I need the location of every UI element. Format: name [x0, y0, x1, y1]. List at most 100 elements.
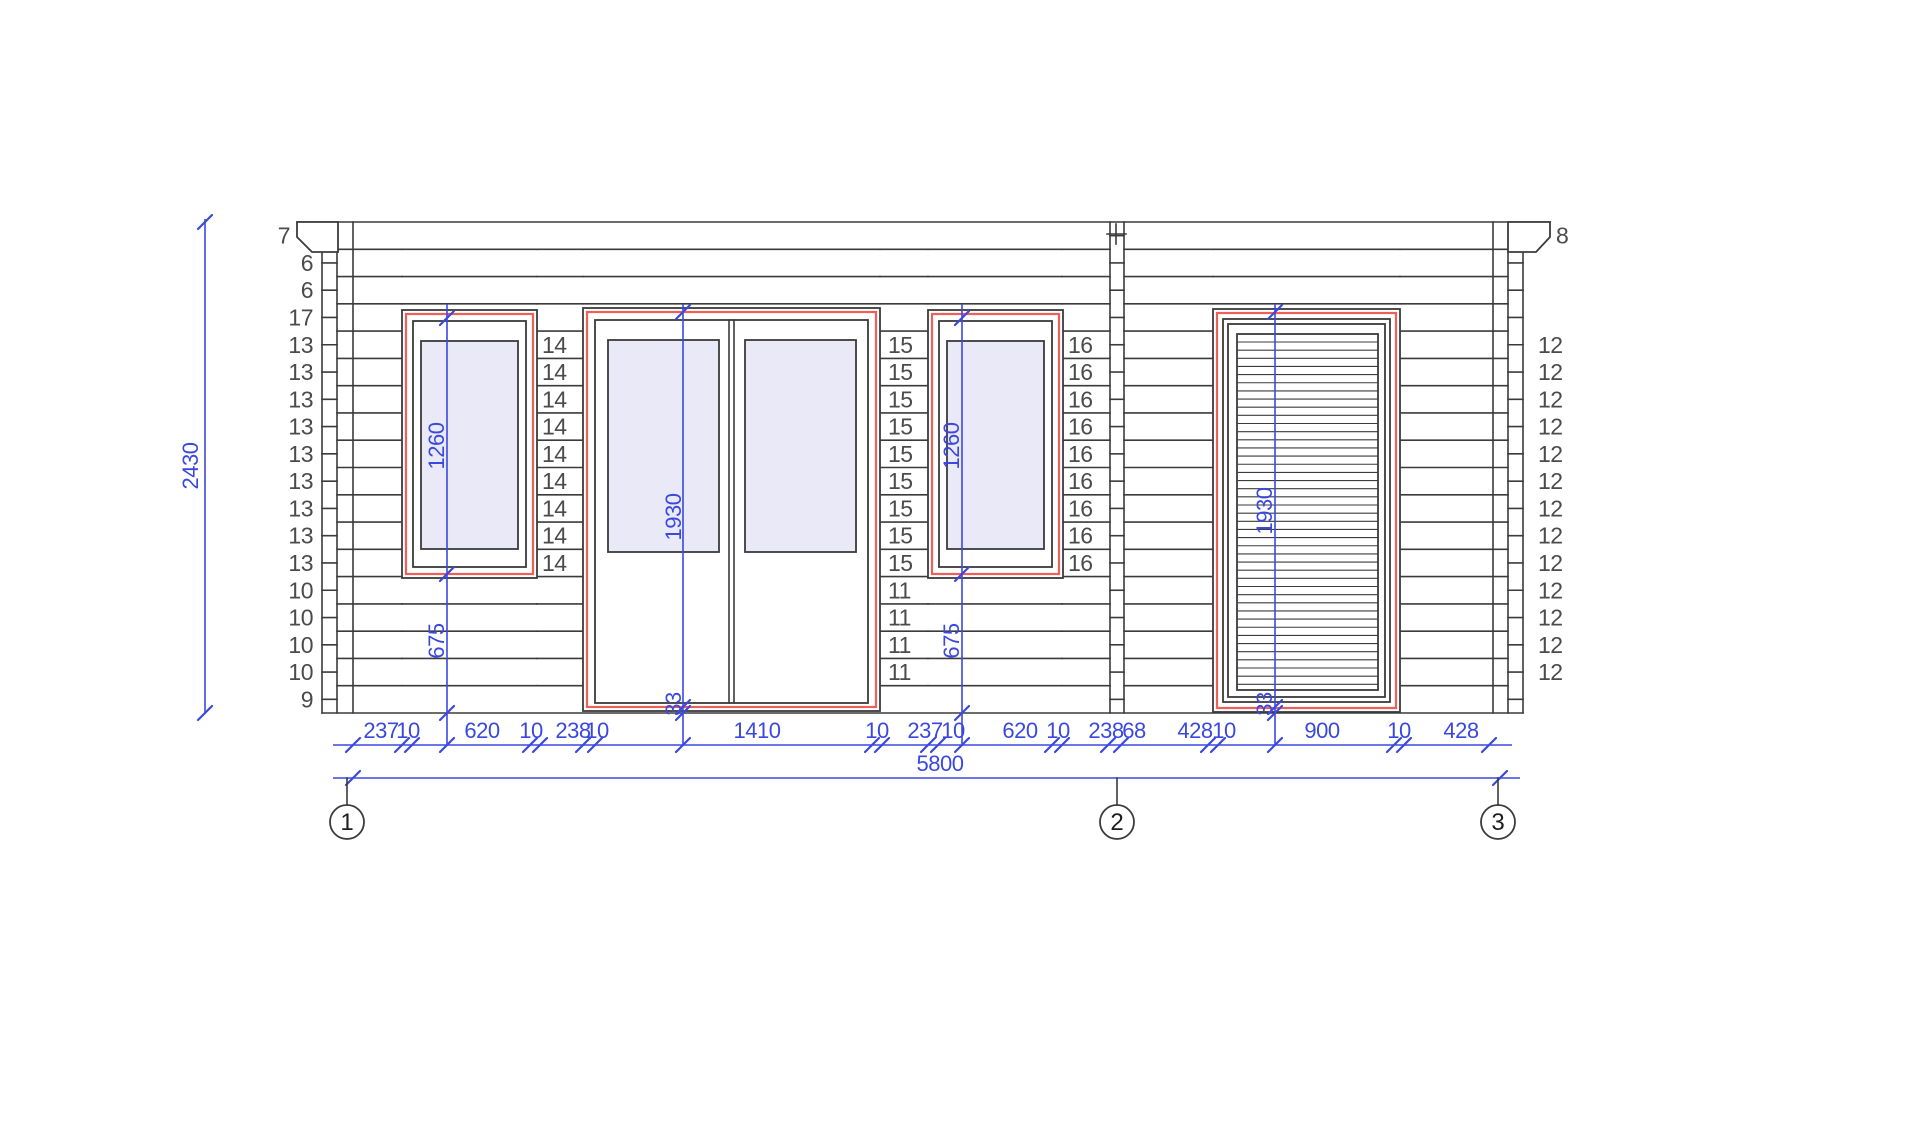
log-number-label: 15 — [888, 523, 913, 549]
log-number-label: 8 — [1556, 223, 1568, 249]
log-number-label: 13 — [288, 414, 313, 440]
bottom-dimension-label: 68 — [1122, 718, 1146, 743]
bottom-dimension-label: 238 — [1088, 718, 1123, 743]
bottom-dimension-label: 10 — [519, 718, 543, 743]
vertical-dimension-label: 1260 — [939, 422, 964, 469]
log-number-label: 12 — [1538, 632, 1563, 658]
log-number-label: 15 — [888, 332, 913, 358]
log-number-label: 13 — [288, 332, 313, 358]
vertical-dimension-label: 1260 — [424, 422, 449, 469]
bottom-dimension-label: 237 — [907, 718, 942, 743]
log-number-label: 12 — [1538, 386, 1563, 412]
vertical-dimension-label: 33 — [661, 692, 686, 716]
log-number-label: 11 — [888, 577, 911, 603]
log-number-label: 14 — [542, 550, 567, 576]
log-number-label: 16 — [1068, 550, 1093, 576]
log-number-label: 15 — [888, 414, 913, 440]
grid-axis-label: 2 — [1110, 809, 1123, 836]
log-number-label: 7 — [278, 223, 290, 249]
bottom-dimension-label: 428 — [1177, 718, 1212, 743]
log-number-label: 13 — [288, 495, 313, 521]
grid-axis-label: 1 — [340, 809, 353, 836]
bottom-dimension-label: 620 — [1002, 718, 1037, 743]
grid-bubble — [1099, 804, 1135, 840]
grid-bubble — [329, 804, 365, 840]
log-number-label: 12 — [1538, 577, 1563, 603]
log-number-label: 15 — [888, 386, 913, 412]
grid-axis-label: 3 — [1491, 809, 1504, 836]
bottom-dimension-label: 10 — [396, 718, 420, 743]
log-number-label: 14 — [542, 332, 567, 358]
right-top-log-end — [1507, 221, 1551, 253]
corner-interlocks — [296, 221, 1551, 714]
log-number-label: 16 — [1068, 495, 1093, 521]
vertical-dimension-label: 675 — [424, 623, 449, 658]
log-number-label: 14 — [542, 386, 567, 412]
log-number-label: 11 — [888, 632, 911, 658]
grid-bubbles: 1 2 3 — [329, 777, 1516, 840]
log-number-label: 16 — [1068, 441, 1093, 467]
log-number-label: 14 — [542, 468, 567, 494]
window-1 — [401, 309, 538, 579]
log-number-label: 10 — [288, 659, 313, 685]
log-number-label: 15 — [888, 468, 913, 494]
overall-height-dimension: 2430 — [178, 442, 203, 489]
louvered-door — [1212, 308, 1401, 713]
log-number-label: 11 — [888, 605, 911, 631]
bottom-dimension-label: 900 — [1304, 718, 1339, 743]
bottom-dimension-label: 10 — [1046, 718, 1070, 743]
bottom-dimension-label: 1410 — [734, 718, 781, 743]
log-number-label: 14 — [542, 523, 567, 549]
log-number-label: 14 — [542, 495, 567, 521]
log-number-label: 15 — [888, 495, 913, 521]
log-number-label: 13 — [288, 441, 313, 467]
log-number-label: 12 — [1538, 550, 1563, 576]
grid-bubble — [1480, 804, 1516, 840]
bottom-dimension-label: 10 — [941, 718, 965, 743]
log-number-label: 14 — [542, 441, 567, 467]
log-number-label: 10 — [288, 605, 313, 631]
log-number-label: 12 — [1538, 441, 1563, 467]
log-number-label: 16 — [1068, 414, 1093, 440]
bottom-dimension-label: 238 — [555, 718, 590, 743]
log-number-label: 10 — [288, 632, 313, 658]
log-number-label: 15 — [888, 550, 913, 576]
log-number-label: 6 — [301, 277, 313, 303]
bottom-dimension-label: 620 — [464, 718, 499, 743]
log-number-label: 9 — [301, 686, 313, 712]
log-number-label: 12 — [1538, 468, 1563, 494]
log-number-label: 13 — [288, 550, 313, 576]
log-number-label: 12 — [1538, 359, 1563, 385]
log-number-label: 16 — [1068, 386, 1093, 412]
log-number-labels: 7661713131313131313131310101010981212121… — [278, 223, 1569, 713]
log-number-label: 12 — [1538, 605, 1563, 631]
log-number-label: 11 — [888, 659, 911, 685]
log-number-label: 12 — [1538, 495, 1563, 521]
log-number-label: 13 — [288, 523, 313, 549]
vertical-dimension-label: 33 — [1252, 692, 1277, 716]
log-number-label: 12 — [1538, 332, 1563, 358]
log-number-label: 12 — [1538, 414, 1563, 440]
vertical-dimension-label: 1930 — [661, 493, 686, 540]
log-number-label: 6 — [301, 250, 313, 276]
log-number-label: 17 — [288, 304, 313, 330]
bottom-dimension-label: 428 — [1443, 718, 1478, 743]
log-number-label: 14 — [542, 414, 567, 440]
vertical-dimension-label: 1930 — [1252, 487, 1277, 534]
left-top-log-end — [296, 221, 339, 253]
window-2 — [927, 309, 1064, 579]
log-number-label: 16 — [1068, 359, 1093, 385]
bottom-dimension-label: 10 — [1387, 718, 1411, 743]
log-number-label: 16 — [1068, 468, 1093, 494]
joint-marker — [1106, 223, 1127, 245]
bottom-dimension-label: 237 — [363, 718, 398, 743]
log-number-label: 16 — [1068, 332, 1093, 358]
overall-width-dimension: 5800 — [917, 751, 964, 776]
vertical-dimension-label: 675 — [939, 623, 964, 658]
double-door — [582, 307, 881, 712]
bottom-dimension-label: 10 — [865, 718, 889, 743]
log-number-label: 13 — [288, 468, 313, 494]
log-number-label: 15 — [888, 359, 913, 385]
